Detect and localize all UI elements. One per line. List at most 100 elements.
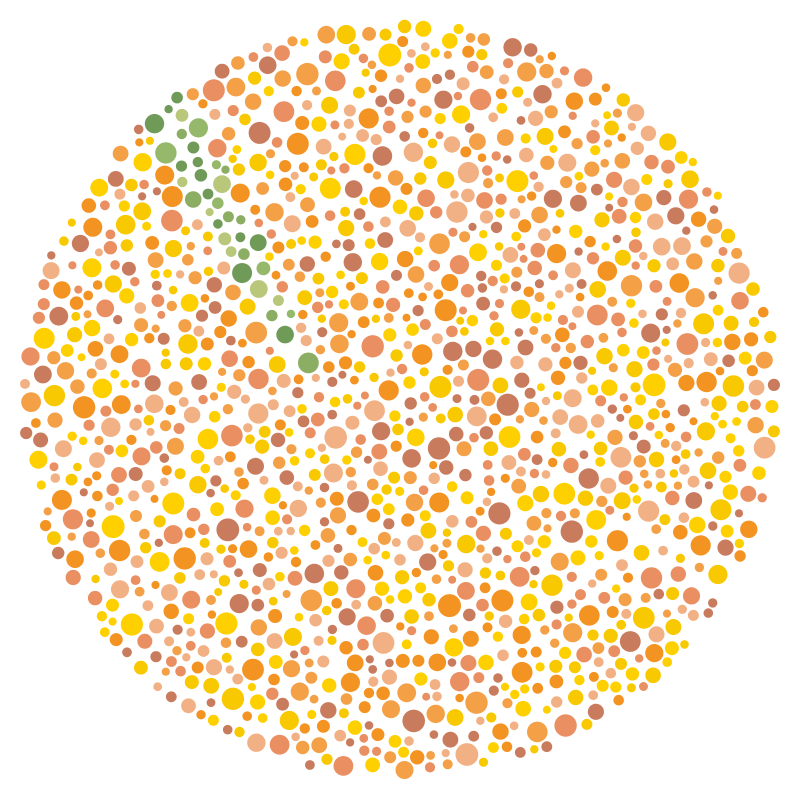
background-dot	[134, 318, 149, 333]
background-dot	[125, 178, 138, 192]
background-dot	[248, 403, 269, 424]
background-dot	[157, 332, 170, 345]
background-dot	[442, 528, 452, 537]
background-dot	[401, 639, 412, 650]
background-dot	[311, 737, 328, 754]
background-dot	[488, 685, 499, 696]
background-dot	[388, 735, 402, 748]
background-dot	[323, 463, 343, 483]
background-dot	[588, 671, 599, 682]
background-dot	[67, 327, 83, 343]
background-dot	[732, 417, 741, 426]
background-dot	[578, 468, 599, 489]
background-dot	[173, 423, 185, 434]
background-dot	[670, 566, 686, 582]
background-dot	[469, 243, 487, 262]
background-dot	[449, 255, 469, 275]
background-dot	[419, 553, 437, 571]
background-dot	[358, 701, 371, 714]
background-dot	[638, 500, 660, 522]
background-dot	[130, 575, 141, 585]
background-dot	[720, 524, 734, 538]
background-dot	[623, 404, 632, 414]
background-dot	[499, 273, 510, 284]
background-dot	[178, 334, 198, 354]
figure-dot	[213, 219, 223, 229]
background-dot	[182, 653, 191, 662]
background-dot	[586, 510, 607, 530]
background-dot	[644, 154, 659, 170]
background-dot	[375, 280, 390, 294]
background-dot	[530, 646, 542, 658]
background-dot	[547, 51, 556, 61]
background-dot	[161, 584, 178, 601]
background-dot	[628, 414, 644, 430]
background-dot	[489, 311, 499, 321]
background-dot	[402, 709, 426, 733]
background-dot	[560, 520, 583, 543]
background-dot	[367, 565, 384, 581]
background-dot	[550, 638, 560, 648]
background-dot	[678, 512, 690, 523]
background-dot	[511, 231, 522, 242]
background-dot	[338, 708, 349, 719]
background-dot	[282, 660, 301, 678]
background-dot	[587, 384, 599, 396]
background-dot	[96, 611, 108, 622]
background-dot	[612, 584, 621, 593]
background-dot	[43, 384, 66, 407]
background-dot	[639, 682, 648, 691]
background-dot	[174, 468, 186, 480]
background-dot	[568, 322, 577, 331]
background-dot	[221, 424, 243, 447]
background-dot	[722, 484, 738, 500]
background-dot	[407, 49, 416, 58]
background-dot	[429, 233, 450, 254]
background-dot	[676, 333, 699, 355]
background-dot	[418, 412, 428, 422]
background-dot	[321, 753, 333, 765]
background-dot	[106, 483, 119, 496]
background-dot	[160, 477, 169, 487]
background-dot	[320, 702, 337, 719]
background-dot	[403, 471, 417, 485]
background-dot	[409, 206, 424, 221]
background-dot	[515, 700, 531, 717]
background-dot	[710, 499, 732, 521]
background-dot	[682, 587, 701, 605]
background-dot	[601, 379, 618, 396]
background-dot	[647, 213, 664, 230]
background-dot	[378, 380, 399, 401]
background-dot	[194, 569, 206, 580]
background-dot	[767, 425, 780, 438]
background-dot	[711, 395, 727, 411]
background-dot	[381, 669, 397, 685]
background-dot	[531, 454, 543, 465]
background-dot	[338, 299, 349, 310]
background-dot	[663, 179, 673, 189]
background-dot	[428, 259, 441, 272]
background-dot	[397, 683, 417, 703]
background-dot	[610, 681, 622, 693]
background-dot	[482, 165, 493, 176]
background-dot	[348, 43, 360, 55]
background-dot	[449, 624, 458, 633]
background-dot	[515, 415, 525, 424]
background-dot	[603, 628, 618, 643]
background-dot	[315, 138, 332, 155]
background-dot	[483, 441, 499, 457]
background-dot	[640, 125, 657, 141]
background-dot	[656, 481, 667, 493]
background-dot	[49, 306, 69, 326]
figure-dot	[213, 175, 231, 194]
background-dot	[718, 419, 727, 429]
background-dot	[529, 171, 539, 180]
background-dot	[460, 327, 469, 336]
background-dot	[191, 374, 208, 390]
background-dot	[209, 570, 218, 579]
background-dot	[481, 391, 496, 407]
background-dot	[514, 747, 526, 758]
background-dot	[628, 239, 643, 253]
background-dot	[333, 756, 354, 776]
background-dot	[369, 372, 379, 383]
